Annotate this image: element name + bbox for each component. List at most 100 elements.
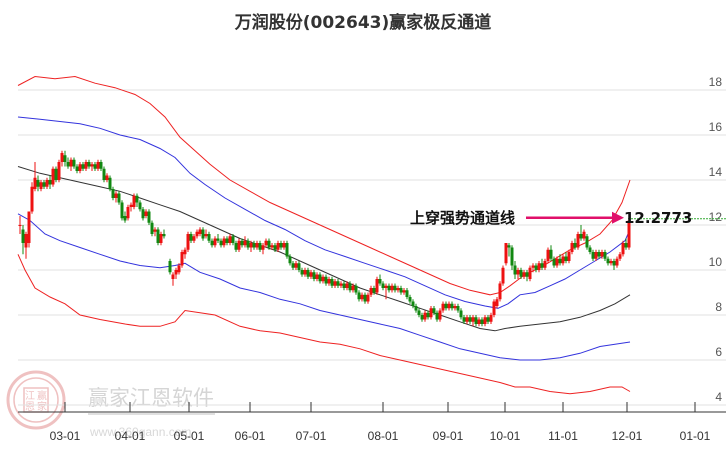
candle	[417, 308, 421, 318]
candle	[390, 283, 394, 293]
candle	[453, 303, 457, 311]
candle	[123, 211, 127, 223]
y-tick-label: 12	[709, 210, 723, 224]
candle	[606, 256, 610, 266]
upper-inner-band-line	[17, 116, 631, 309]
candle	[495, 297, 499, 309]
candle	[483, 315, 487, 327]
candle	[117, 191, 121, 205]
candle	[81, 162, 85, 171]
candle	[201, 227, 205, 241]
candle	[504, 243, 508, 266]
svg-text:赢: 赢	[37, 389, 47, 402]
annotation-price: 12.2773	[624, 209, 692, 227]
candle	[225, 236, 229, 246]
candle	[171, 272, 175, 286]
candle	[603, 249, 607, 261]
candle	[477, 317, 481, 327]
candle	[372, 285, 376, 295]
x-tick-label: 11-01	[548, 429, 578, 443]
candle	[459, 308, 463, 320]
candle	[222, 236, 226, 248]
candle	[405, 288, 409, 300]
y-tick-label: 18	[709, 75, 723, 89]
candle	[492, 299, 496, 318]
x-tick-label: 07-01	[296, 429, 327, 443]
middle-line-line	[17, 166, 631, 332]
candle	[546, 247, 550, 264]
candle	[177, 263, 181, 275]
annotation-label: 上穿强势通道线	[410, 209, 515, 227]
candle	[138, 200, 142, 212]
candle	[54, 166, 58, 183]
candlesticks	[18, 150, 631, 327]
candle	[282, 240, 286, 250]
candle	[615, 256, 619, 268]
candle	[522, 270, 526, 279]
candle	[285, 240, 289, 259]
candle	[423, 310, 427, 322]
x-axis: 03-01 04-01 05-01 06-01 07-01 08-01 09-01 10-01…	[18, 402, 726, 443]
candle	[411, 299, 415, 309]
candle	[135, 193, 139, 207]
candle	[96, 159, 100, 171]
candle	[318, 272, 322, 284]
candle	[51, 166, 55, 187]
candle	[549, 245, 553, 261]
candle	[528, 265, 532, 282]
candle	[264, 238, 268, 248]
candle	[99, 159, 103, 171]
candle	[69, 157, 73, 171]
candle	[114, 191, 118, 203]
candle	[588, 245, 592, 255]
y-tick-label: 14	[709, 165, 723, 179]
candle	[456, 303, 460, 313]
candle	[243, 236, 247, 248]
watermark-name: 赢家江恩软件	[88, 386, 214, 410]
svg-text:家: 家	[37, 400, 47, 413]
candle	[414, 303, 418, 313]
candle	[33, 162, 37, 192]
candle	[30, 182, 34, 214]
candle	[393, 283, 397, 293]
x-tick-label: 05-01	[174, 429, 205, 443]
candle	[84, 159, 88, 171]
candle	[207, 231, 211, 243]
candle	[291, 261, 295, 270]
candle	[72, 157, 76, 169]
y-tick-label: 4	[715, 390, 722, 404]
candle	[516, 267, 520, 279]
y-tick-label: 6	[715, 345, 722, 359]
candle	[501, 265, 505, 286]
candle	[144, 209, 148, 219]
candle	[219, 238, 223, 248]
candle	[462, 315, 466, 324]
x-tick-label: 08-01	[368, 429, 399, 443]
candle	[570, 240, 574, 255]
svg-text:恩: 恩	[25, 401, 35, 413]
candle	[594, 249, 598, 261]
x-tick-label: 01-01	[680, 429, 711, 443]
candle	[156, 227, 160, 246]
candle	[339, 281, 343, 288]
candle	[75, 164, 79, 174]
lower-outer-band-line	[17, 254, 631, 395]
candle	[24, 231, 28, 259]
candle	[252, 240, 256, 250]
candle	[240, 238, 244, 248]
candle	[357, 290, 361, 302]
candle	[261, 243, 265, 255]
candle	[294, 261, 298, 270]
candle	[507, 243, 511, 257]
candle	[480, 317, 484, 327]
candle	[510, 245, 514, 270]
candle	[126, 204, 130, 221]
candle	[228, 234, 232, 246]
candle	[378, 274, 382, 286]
candle	[465, 315, 469, 324]
candle	[330, 276, 334, 288]
candle	[153, 227, 157, 237]
candle	[354, 283, 358, 295]
x-tick-label: 04-01	[115, 429, 146, 443]
candle	[447, 301, 451, 311]
